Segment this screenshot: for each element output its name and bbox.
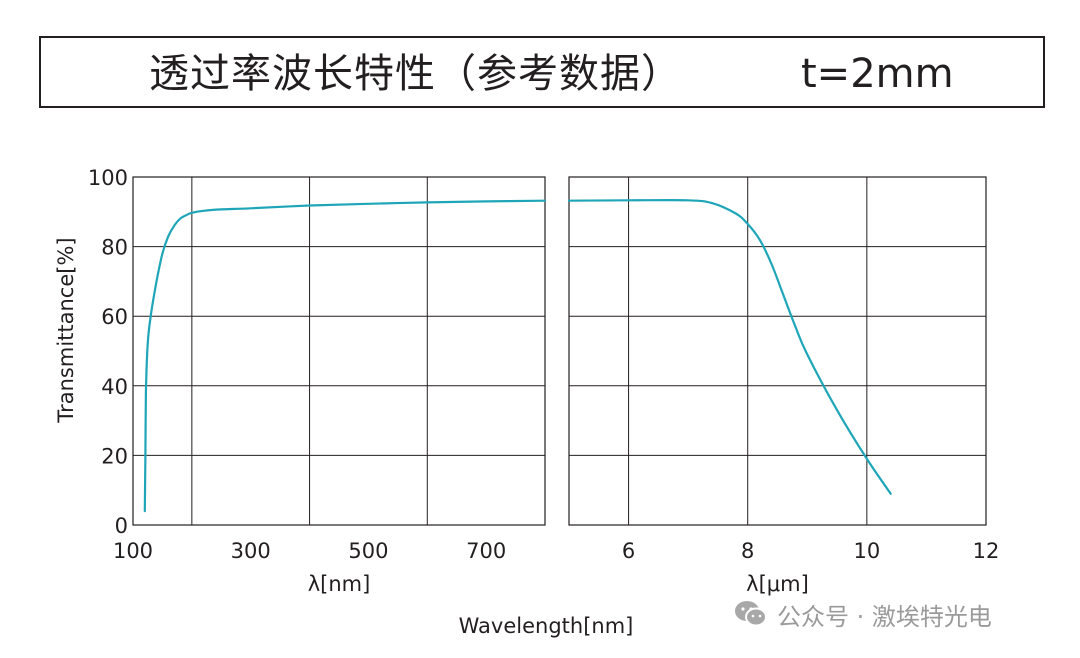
x-axis-shared-label: Wavelength[nm] <box>459 614 634 638</box>
x-axis-label: λ[μm] <box>746 572 809 596</box>
transmittance-curve <box>567 199 892 495</box>
y-tick-label: 60 <box>101 305 128 329</box>
x-tick-label: 500 <box>348 539 388 563</box>
y-tick-label: 20 <box>101 444 128 468</box>
x-tick-label: 300 <box>231 539 271 563</box>
watermark-text: 公众号 · 激埃特光电 <box>777 602 992 631</box>
y-tick-label: 0 <box>115 514 128 538</box>
wechat-icon <box>735 601 767 627</box>
thickness-label: t=2mm <box>801 51 954 97</box>
x-axis-label: λ[nm] <box>308 572 371 596</box>
y-tick-label: 80 <box>101 236 128 260</box>
plot-frame <box>568 176 987 526</box>
plot-frame <box>132 176 546 526</box>
x-tick-label: 6 <box>622 539 635 563</box>
chart-title: 透过率波长特性（参考数据） <box>149 51 682 97</box>
x-tick-label: 100 <box>113 539 153 563</box>
title-box: 透过率波长特性（参考数据） t=2mm <box>39 36 1045 108</box>
x-tick-label: 10 <box>853 539 880 563</box>
watermark: 公众号 · 激埃特光电 <box>733 594 992 634</box>
transmittance-curve <box>143 199 547 513</box>
y-axis-label: Transmittance[%] <box>54 237 78 423</box>
x-tick-label: 8 <box>741 539 754 563</box>
y-tick-label: 100 <box>88 166 128 190</box>
x-tick-label: 12 <box>973 539 1000 563</box>
y-tick-label: 40 <box>101 375 128 399</box>
x-tick-label: 700 <box>466 539 506 563</box>
